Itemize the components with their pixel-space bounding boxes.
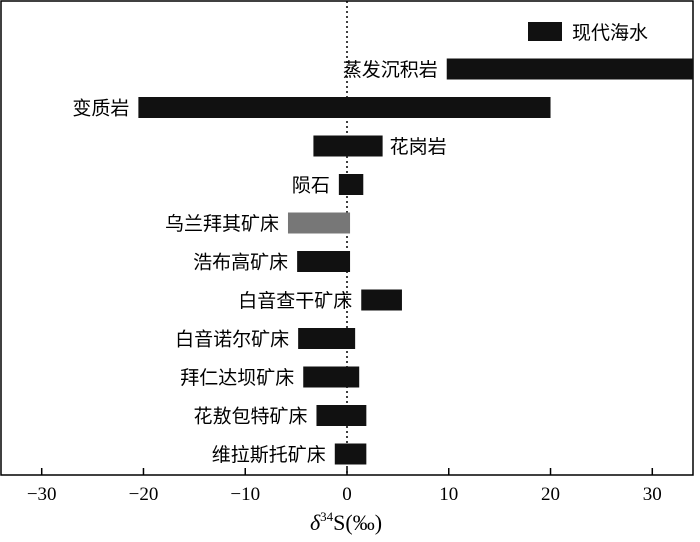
x-axis-title-delta: δ [310,510,321,535]
legend: 现代海水 [528,22,648,44]
range-bar [303,366,360,388]
x-axis-title-sup: 34 [320,509,334,524]
bar-label: 白音查干矿床 [238,290,352,312]
x-tick-label: 0 [342,484,352,505]
range-bar [138,97,551,118]
range-bars: 蒸发沉积岩变质岩花岗岩陨石乌兰拜其矿床浩布高矿床白音查干矿床白音诺尔矿床拜仁达坝… [72,58,693,466]
bar-label: 白音诺尔矿床 [175,329,289,351]
x-axis-title: δ34S(‰) [310,509,382,535]
range-bar [297,251,351,272]
x-tick-label: −10 [230,484,260,505]
x-axis: −30 −20 −10 0 10 20 30 [27,468,662,505]
bar-label: 维拉斯托矿床 [212,444,326,466]
range-bar [338,174,364,195]
x-tick-label: −20 [129,484,159,505]
bar-label: 浩布高矿床 [193,252,288,274]
bar-label: 花敖包特矿床 [193,406,307,428]
x-tick-label: 10 [439,484,458,505]
x-axis-title-rest: S(‰) [333,510,382,535]
legend-swatch [528,22,562,41]
range-bar [298,328,356,349]
bar-label: 蒸发沉积岩 [343,59,438,81]
x-tick-label: 30 [643,484,662,505]
bar-label: 陨石 [292,175,330,197]
x-tick-label: 20 [541,484,560,505]
bar-label: 乌兰拜其矿床 [165,213,279,235]
bar-label: 拜仁达坝矿床 [180,367,294,389]
range-bar [446,58,693,80]
range-bar [313,135,383,157]
range-bar [361,289,402,311]
x-tick-label: −30 [27,484,57,505]
range-bar [316,405,367,426]
range-bar [334,443,367,465]
bar-label: 花岗岩 [390,136,447,158]
range-bar [287,212,351,234]
bar-label: 变质岩 [72,98,129,120]
legend-label: 现代海水 [572,22,648,44]
